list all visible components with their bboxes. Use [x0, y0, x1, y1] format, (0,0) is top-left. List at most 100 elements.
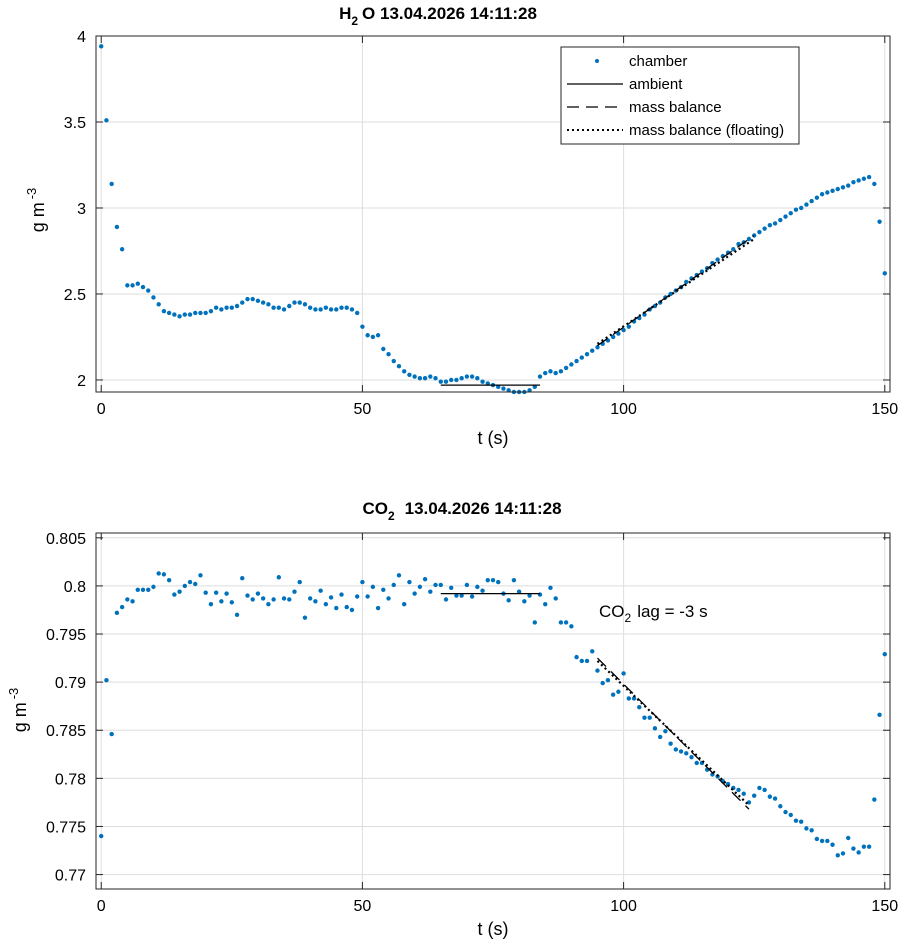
co2-chamber-point [417, 584, 423, 590]
h2o-chamber-point [731, 247, 736, 252]
co2-chamber-point [689, 754, 694, 760]
co2-chamber-point [323, 602, 329, 607]
h2o-chamber-point [788, 210, 793, 216]
h2o-chamber-point [370, 334, 376, 340]
h2o-chamber-point [109, 181, 114, 187]
co2-chamber-point [166, 577, 172, 583]
co2-chamber-point [877, 712, 882, 718]
legend-mass-balance-floating-label: mass balance (floating) [629, 122, 784, 139]
h2o-chamber-point [626, 324, 632, 329]
co2-grid [96, 533, 890, 889]
h2o-chamber-point [579, 355, 585, 360]
h2o-x-tick-label: 50 [354, 401, 372, 418]
h2o-chamber-point [391, 358, 396, 364]
co2-lag-annotation: CO2 lag = -3 s [599, 602, 708, 625]
co2-chamber-point [480, 588, 485, 593]
h2o-chamber-point [454, 377, 459, 383]
co2-chamber-point [260, 596, 266, 601]
co2-chamber-point [532, 620, 537, 625]
co2-chamber-point [516, 589, 522, 594]
co2-chamber-point [443, 597, 449, 602]
co2-lag-main: CO [599, 602, 625, 621]
h2o-x-tick-label: 100 [610, 401, 637, 418]
h2o-chamber-point [877, 219, 882, 224]
h2o-chamber-point [297, 300, 302, 305]
h2o-chamber-point [819, 192, 825, 197]
co2-chamber-point [778, 804, 783, 809]
h2o-chamber-point [851, 179, 856, 185]
h2o-mass-balance-line [597, 234, 755, 347]
co2-chamber-point [637, 704, 642, 710]
h2o-chamber-point [872, 181, 877, 187]
co2-chamber-point [793, 818, 799, 823]
h2o-chamber-point [287, 303, 292, 309]
h2o-chamber-point [459, 376, 464, 381]
h2o-chamber-point [438, 379, 443, 384]
co2-lag-sub: 2 [625, 611, 632, 625]
h2o-x-tick-label: 150 [871, 401, 898, 418]
co2-chamber-point [140, 587, 146, 592]
co2-chamber-point [302, 615, 308, 620]
co2-chamber-point [412, 591, 417, 596]
h2o-chamber-point [882, 271, 887, 276]
legend-chamber-label: chamber [629, 53, 687, 70]
h2o-chamber-point [198, 310, 203, 316]
co2-y-tick-label: 0.79 [55, 675, 86, 692]
h2o-chamber-point [401, 369, 407, 374]
co2-y-tick-label: 0.8 [64, 579, 86, 596]
co2-y-tick-label: 0.785 [46, 723, 86, 740]
h2o-chamber-point [569, 362, 574, 367]
co2-chamber-point [584, 658, 590, 664]
h2o-chamber-point [125, 283, 130, 288]
co2-chamber-point [830, 842, 835, 847]
h2o-chamber-point [621, 327, 626, 333]
h2o-y-tick-label: 2 [77, 373, 86, 390]
co2-chamber-point [616, 689, 621, 694]
co2-chamber-point [543, 602, 548, 607]
h2o-chamber-point [798, 205, 804, 211]
co2-chamber-point [344, 604, 349, 610]
h2o-chamber-point [814, 195, 820, 200]
co2-chamber-point [234, 612, 240, 617]
co2-chamber-point [574, 654, 579, 660]
h2o-chamber-point [307, 305, 313, 310]
h2o-series [99, 44, 887, 395]
co2-chamber-point [605, 678, 611, 683]
h2o-title-sub: 2 [351, 14, 358, 28]
h2o-chamber-point [417, 376, 423, 381]
h2o-ticks: 0 50 100 150 2 2.5 3 3.5 4 [64, 29, 898, 418]
h2o-chamber-point [323, 305, 329, 310]
h2o-chamber-point [302, 302, 308, 307]
h2o-chamber-point [240, 300, 245, 305]
co2-chamber-point [647, 715, 652, 720]
co2-chamber-point [334, 605, 339, 611]
co2-chamber-point [548, 585, 553, 591]
co2-x-tick-label: 50 [354, 898, 372, 915]
h2o-chamber-point [208, 308, 214, 314]
h2o-chamber-point [595, 345, 600, 350]
h2o-chamber-point [224, 305, 229, 310]
co2-chamber-point [642, 715, 647, 720]
co2-chamber-point [187, 579, 193, 585]
co2-chamber-point [746, 800, 752, 805]
co2-chamber-point [438, 582, 443, 588]
co2-chamber-point [401, 602, 407, 607]
h2o-chamber-point [527, 388, 532, 393]
h2o-chamber-point [255, 298, 261, 304]
h2o-chamber-point [213, 305, 219, 310]
h2o-chamber-point [480, 379, 485, 384]
h2o-chamber-point [396, 364, 402, 369]
h2o-chamber-point [563, 365, 569, 371]
co2-y-tick-label: 0.805 [46, 531, 86, 548]
co2-chamber-point [652, 726, 658, 731]
h2o-chamber-point [558, 369, 564, 374]
h2o-chamber-point [104, 118, 109, 123]
co2-mass-balance-line [597, 657, 750, 810]
co2-y-tick-label: 0.77 [55, 868, 86, 885]
h2o-chamber-point [271, 305, 276, 310]
h2o-ylabel-sup: -3 [24, 188, 39, 200]
co2-chamber-point [475, 584, 480, 590]
svg-text:g m-3: g m -3 [6, 688, 30, 733]
co2-chamber-point [856, 850, 861, 855]
